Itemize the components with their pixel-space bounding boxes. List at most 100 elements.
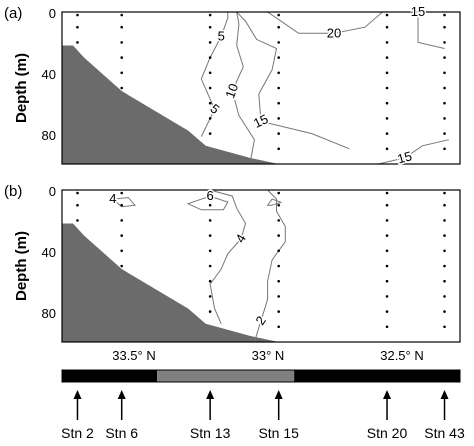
panel-b-sample-point <box>208 234 212 237</box>
panel-a-contour-label: 10 <box>222 82 241 101</box>
panel-b-sample-point <box>76 219 79 222</box>
panel-a-sample-point <box>385 71 389 75</box>
panel-b-sample-point <box>277 310 280 313</box>
panel-a-sample-point <box>277 56 280 59</box>
panel-b-sample-point <box>277 264 280 268</box>
panel-a-label: (a) <box>4 5 22 22</box>
station-arrow-head <box>274 390 283 399</box>
panel-a-ylabel: Depth (m) <box>13 53 30 123</box>
panel-a-sample-point <box>277 71 280 75</box>
panel-b-sample-point <box>76 191 79 195</box>
panel-a-sample-point <box>385 147 389 151</box>
panel-a-sample-point <box>443 71 446 75</box>
panel-b-sample-point <box>208 191 212 195</box>
panel-b-sample-point <box>277 191 280 195</box>
panel-b-sample-point <box>277 279 280 283</box>
panel-a-sample-point <box>443 13 446 17</box>
panel-a-sample-point <box>208 41 212 44</box>
panel-a-bathymetry <box>62 45 279 164</box>
panel-b-contour-label: 4 <box>109 191 116 206</box>
panel-b-contour-label: 4 <box>232 232 249 246</box>
panel-b-sample-point <box>385 279 389 283</box>
panel-a-sample-point <box>443 41 446 44</box>
panel-a-contour-15-5 <box>378 139 450 165</box>
panel-a-sample-point <box>385 13 389 17</box>
panel-b-bathymetry <box>62 223 279 342</box>
panel-b-frame <box>61 189 461 343</box>
panel-b-sample-point <box>443 295 446 298</box>
panel-a-sample-point <box>208 56 212 59</box>
panel-a-contour-label: 5 <box>218 28 225 43</box>
panel-b-sample-point <box>385 234 389 237</box>
panel-a-sample-point <box>443 147 446 151</box>
station-arrows: Stn 2 Stn 6 Stn 13 Stn 15 Stn 20 Stn 43 <box>61 390 465 441</box>
panel-b-sample-point <box>443 325 446 329</box>
panel-b-sample-point <box>208 310 212 313</box>
panel-b-sample-point <box>120 249 123 253</box>
panel-a-sample-point <box>208 71 212 75</box>
panel-a-sample-point <box>385 101 389 105</box>
panel-b-sample-point <box>120 234 123 237</box>
panel-a-sample-point <box>385 56 389 59</box>
x-axis-labels: 33.5° N 33° N 32.5° N <box>112 348 424 363</box>
strip-segment-2 <box>294 370 460 382</box>
panel-a-sample-point <box>208 13 212 17</box>
station-arrow-head <box>440 390 449 399</box>
panel-b-y-tick-40: 40 <box>42 245 56 260</box>
panel-b-sample-point <box>120 191 123 195</box>
panel-b-sample-point <box>120 219 123 222</box>
panel-a-sample-point <box>443 56 446 59</box>
x-tick-32-5: 32.5° N <box>380 348 424 363</box>
panel-b-y-tick-0: 0 <box>49 184 56 199</box>
panel-a-sample-point <box>443 117 446 120</box>
panel-b-sample-point <box>208 219 212 222</box>
station-label: Stn 15 <box>258 425 299 441</box>
panel-a-sample-point <box>277 25 280 29</box>
panel-a-sample-point <box>385 25 389 29</box>
panel-a-sample-point <box>443 101 446 105</box>
panel-a-contour-15-2 <box>236 11 350 150</box>
panel-a-sample-point <box>277 101 280 105</box>
station-label: Stn 43 <box>424 425 465 441</box>
panel-b-sample-point <box>208 203 212 207</box>
station-label: Stn 13 <box>190 425 231 441</box>
panel-b-sample-point <box>277 234 280 237</box>
panel-b-section: (b) 0 40 80 Depth (m) 4 6 4 2 <box>4 183 461 343</box>
panel-b-contour-label: 2 <box>252 313 268 328</box>
panel-b-label: (b) <box>4 183 22 200</box>
panel-b-sample-point <box>385 249 389 253</box>
station-label: Stn 6 <box>105 425 138 441</box>
panel-a-sample-point <box>443 86 446 90</box>
panel-a-y-tick-0: 0 <box>49 6 56 21</box>
panel-a-sample-point <box>76 13 79 17</box>
panel-a-sample-point <box>277 13 280 17</box>
panel-a-sample-point <box>208 117 212 120</box>
panel-b-sample-point <box>385 295 389 298</box>
x-tick-33-0: 33° N <box>252 348 285 363</box>
panel-b-sample-point <box>277 249 280 253</box>
panel-b-contour-4-2 <box>209 189 247 324</box>
panel-b-sample-point <box>385 191 389 195</box>
strip-segment-0 <box>62 370 158 382</box>
panel-a-sample-point <box>385 86 389 90</box>
panel-b-sample-point <box>443 310 446 313</box>
panel-b-sample-point <box>443 234 446 237</box>
panel-a-contour-label: 20 <box>327 25 341 40</box>
panel-a-sample-point <box>120 86 123 90</box>
panel-a-frame <box>61 11 461 165</box>
panel-b-sample-point <box>76 203 79 207</box>
panel-b-ylabel: Depth (m) <box>13 231 30 301</box>
panel-b-sample-point <box>443 191 446 195</box>
panel-b-contour-2-4 <box>266 198 283 206</box>
panel-a-y-tick-40: 40 <box>42 67 56 82</box>
panel-a-contour-20-3 <box>267 11 383 34</box>
panel-a-sample-point <box>277 41 280 44</box>
panel-b-contour-label: 6 <box>207 188 214 203</box>
panel-b-sample-point <box>385 219 389 222</box>
panel-a-sample-point <box>208 101 212 105</box>
panel-a-sample-point <box>120 41 123 44</box>
panel-a-sample-point <box>443 25 446 29</box>
transect-segment-strip <box>61 369 461 383</box>
panel-b-contour-4-0 <box>111 197 137 208</box>
panel-b-sample-point <box>277 325 280 329</box>
